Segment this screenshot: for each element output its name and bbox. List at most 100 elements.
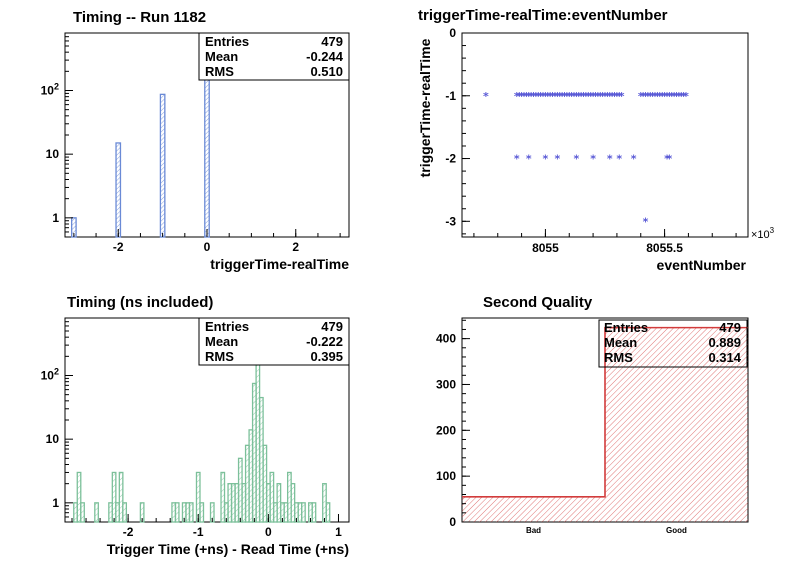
x-multiplier-exponent: 3 xyxy=(770,226,775,235)
scatter-point: * xyxy=(669,90,675,103)
x-axis-label: triggerTime-realTime xyxy=(210,256,349,272)
y-tick-label: 1 xyxy=(52,211,59,225)
bar-fill xyxy=(462,496,605,522)
scatter-point: * xyxy=(607,153,613,166)
x-tick-label: -2 xyxy=(123,525,134,539)
stats-box-frame xyxy=(598,319,748,368)
scatter-point: * xyxy=(588,90,594,103)
x-tick-label: -1 xyxy=(193,525,204,539)
scatter-point: * xyxy=(550,90,556,103)
scatter-point: * xyxy=(538,90,544,103)
axes: 0 100 200 300 400 Bad Good xyxy=(436,319,687,535)
bar-outline xyxy=(462,326,748,498)
x-tick-label: 2 xyxy=(292,240,299,254)
histogram-bar xyxy=(80,502,85,523)
axes: 1 10 102 -2 0 2 xyxy=(41,32,341,254)
scatter-point: * xyxy=(521,90,527,103)
scatter-point: * xyxy=(619,90,625,103)
y-tick-label: 300 xyxy=(436,377,456,391)
chart-title: Timing (ns included) xyxy=(67,294,213,311)
y-tick-label: 100 xyxy=(436,469,456,483)
scatter-point: * xyxy=(647,90,653,103)
scatter-point: * xyxy=(602,90,608,103)
scatter-point: * xyxy=(671,90,677,103)
axes: 1 10 102 -2 -1 0 1 xyxy=(41,317,342,539)
scatter-point: * xyxy=(676,90,682,103)
x-multiplier-base: ×10 xyxy=(751,229,770,241)
scatter-point: * xyxy=(593,90,599,103)
stats-box-frame xyxy=(198,317,350,366)
histogram-bar xyxy=(204,53,210,238)
scatter-point: * xyxy=(597,90,603,103)
histogram-bar xyxy=(220,471,226,523)
scatter-point: * xyxy=(543,90,549,103)
scatter-point: * xyxy=(664,153,670,166)
scatter-point: * xyxy=(666,90,672,103)
x-tick-label: -2 xyxy=(113,240,124,254)
scatter-point: * xyxy=(600,90,606,103)
scatter-point: * xyxy=(652,90,658,103)
scatter-point: * xyxy=(535,90,541,103)
stats-mean-label: Mean xyxy=(205,49,238,64)
scatter-point: * xyxy=(552,90,558,103)
x-axis-label: eventNumber xyxy=(657,257,747,273)
y-tick-label: 1 xyxy=(52,496,59,510)
scatter-point: * xyxy=(590,90,596,103)
scatter-point: * xyxy=(659,90,665,103)
scatter-point: * xyxy=(531,90,537,103)
histogram-bars xyxy=(71,53,210,238)
bar-fill xyxy=(605,327,748,522)
y-tick-label: -2 xyxy=(445,152,456,166)
scatter-point: * xyxy=(616,90,622,103)
chart-title: Timing -- Run 1182 xyxy=(73,9,206,26)
scatter-point: * xyxy=(557,90,563,103)
scatter-point: * xyxy=(655,90,661,103)
scatter-point: * xyxy=(666,153,672,166)
histogram-bar xyxy=(174,502,180,523)
histogram-bar xyxy=(115,142,122,238)
scatter-point: * xyxy=(581,90,587,103)
scatter-point: * xyxy=(543,153,549,166)
y-tick-label: 102 xyxy=(41,81,59,97)
scatter-point: * xyxy=(554,153,560,166)
stats-entries-value: 479 xyxy=(321,34,343,49)
histogram-bar xyxy=(269,471,275,523)
y-tick-label: 10 xyxy=(46,432,60,446)
histogram-bars xyxy=(73,338,331,523)
scatter-point: * xyxy=(583,90,589,103)
scatter-point: * xyxy=(607,90,613,103)
scatter-point: * xyxy=(578,90,584,103)
x-tick-label: 8055 xyxy=(532,241,559,255)
stats-entries-value: 479 xyxy=(321,319,343,334)
stats-rms-value: 0.395 xyxy=(310,349,343,364)
stats-rms-label: RMS xyxy=(604,350,633,365)
x-axis-label: Trigger Time (+ns) - Read Time (+ns) xyxy=(107,541,349,557)
y-tick-label: -1 xyxy=(445,89,456,103)
stats-rms-label: RMS xyxy=(205,349,234,364)
stats-entries-value: 479 xyxy=(719,320,741,335)
histogram-bar xyxy=(199,502,205,523)
scatter-point: * xyxy=(643,90,649,103)
scatter-point: * xyxy=(640,90,646,103)
panel-timing: Timing -- Run 1182 1 10 102 -2 0 2 triggerTim… xyxy=(41,9,350,272)
x-category-label: Bad xyxy=(526,526,541,535)
stats-mean-value: 0.889 xyxy=(708,335,741,350)
stats-box: Entries 479 Mean 0.889 RMS 0.314 xyxy=(598,319,748,368)
scatter-point: * xyxy=(662,90,668,103)
scatter-point: * xyxy=(576,90,582,103)
histogram-bar xyxy=(159,93,166,238)
histogram-bar xyxy=(311,502,317,523)
scatter-point: * xyxy=(681,90,687,103)
histogram-bar xyxy=(76,471,82,523)
stats-mean-label: Mean xyxy=(604,335,637,350)
stats-entries-label: Entries xyxy=(205,34,249,49)
x-tick-label: 8055.5 xyxy=(646,241,683,255)
scatter-point: * xyxy=(564,90,570,103)
stats-rms-value: 0.510 xyxy=(310,64,343,79)
stats-box: Entries 479 Mean -0.244 RMS 0.510 xyxy=(198,32,350,81)
y-tick-label: 102 xyxy=(41,366,59,382)
scatter-point: * xyxy=(545,90,551,103)
scatter-point: * xyxy=(609,90,615,103)
scatter-point: * xyxy=(664,90,670,103)
